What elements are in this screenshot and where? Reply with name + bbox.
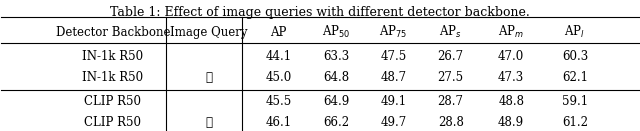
Text: AP: AP bbox=[270, 26, 287, 39]
Text: Detector Backbone: Detector Backbone bbox=[56, 26, 170, 39]
Text: 47.3: 47.3 bbox=[498, 71, 524, 84]
Text: 27.5: 27.5 bbox=[438, 71, 464, 84]
Text: AP$_{75}$: AP$_{75}$ bbox=[379, 24, 408, 40]
Text: 64.8: 64.8 bbox=[323, 71, 349, 84]
Text: 48.7: 48.7 bbox=[380, 71, 406, 84]
Text: 49.7: 49.7 bbox=[380, 116, 406, 129]
Text: AP$_l$: AP$_l$ bbox=[564, 24, 586, 40]
Text: 64.9: 64.9 bbox=[323, 95, 349, 108]
Text: ✓: ✓ bbox=[205, 116, 212, 129]
Text: 48.9: 48.9 bbox=[498, 116, 524, 129]
Text: CLIP R50: CLIP R50 bbox=[84, 95, 141, 108]
Text: 48.8: 48.8 bbox=[498, 95, 524, 108]
Text: Image Query: Image Query bbox=[170, 26, 247, 39]
Text: 66.2: 66.2 bbox=[323, 116, 349, 129]
Text: Table 1: Effect of image queries with different detector backbone.: Table 1: Effect of image queries with di… bbox=[110, 6, 530, 19]
Text: 45.5: 45.5 bbox=[266, 95, 292, 108]
Text: 44.1: 44.1 bbox=[266, 50, 292, 63]
Text: 26.7: 26.7 bbox=[438, 50, 464, 63]
Text: ✓: ✓ bbox=[205, 71, 212, 84]
Text: 46.1: 46.1 bbox=[266, 116, 292, 129]
Text: 28.7: 28.7 bbox=[438, 95, 463, 108]
Text: 47.0: 47.0 bbox=[498, 50, 524, 63]
Text: CLIP R50: CLIP R50 bbox=[84, 116, 141, 129]
Text: AP$_{50}$: AP$_{50}$ bbox=[322, 24, 350, 40]
Text: 60.3: 60.3 bbox=[562, 50, 588, 63]
Text: 63.3: 63.3 bbox=[323, 50, 349, 63]
Text: IN-1k R50: IN-1k R50 bbox=[83, 71, 143, 84]
Text: AP$_m$: AP$_m$ bbox=[498, 24, 524, 40]
Text: 47.5: 47.5 bbox=[380, 50, 406, 63]
Text: 62.1: 62.1 bbox=[562, 71, 588, 84]
Text: IN-1k R50: IN-1k R50 bbox=[83, 50, 143, 63]
Text: 28.8: 28.8 bbox=[438, 116, 463, 129]
Text: 61.2: 61.2 bbox=[562, 116, 588, 129]
Text: 45.0: 45.0 bbox=[266, 71, 292, 84]
Text: AP$_s$: AP$_s$ bbox=[439, 24, 462, 40]
Text: 49.1: 49.1 bbox=[380, 95, 406, 108]
Text: 59.1: 59.1 bbox=[562, 95, 588, 108]
